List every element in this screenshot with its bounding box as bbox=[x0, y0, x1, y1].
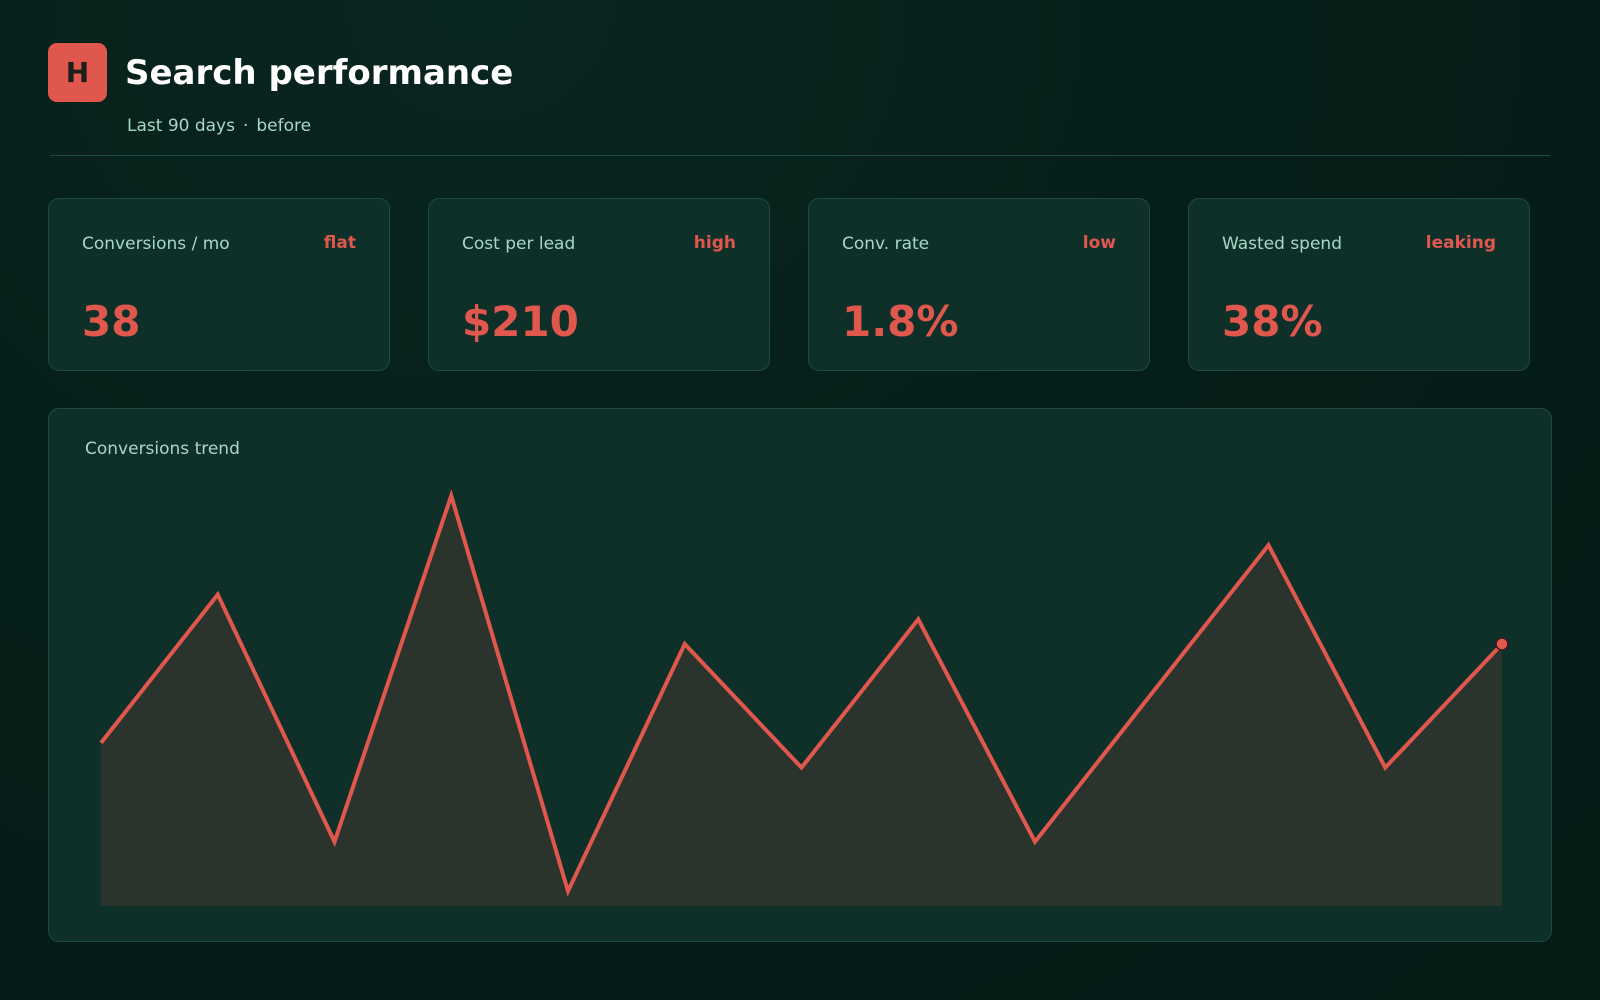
kpi-status-badge: low bbox=[1082, 233, 1116, 253]
page-subtitle: Last 90 days · before bbox=[127, 115, 311, 137]
kpi-card-conv-rate: Conv. rate low 1.8% bbox=[808, 198, 1150, 371]
kpi-status-badge: leaking bbox=[1425, 233, 1496, 253]
kpi-status-badge: flat bbox=[323, 233, 356, 253]
kpi-label: Conv. rate bbox=[842, 234, 930, 254]
kpi-card-cost-per-lead: Cost per lead high $210 bbox=[428, 198, 770, 371]
kpi-value: 38% bbox=[1222, 297, 1323, 346]
kpi-value: 1.8% bbox=[842, 297, 959, 346]
kpi-value: 38 bbox=[82, 297, 141, 346]
kpi-value: $210 bbox=[462, 297, 579, 346]
kpi-label: Cost per lead bbox=[462, 234, 576, 254]
kpi-label: Wasted spend bbox=[1222, 234, 1342, 254]
chart-title: Conversions trend bbox=[85, 439, 240, 459]
subtitle-state: before bbox=[256, 116, 312, 136]
trend-endpoint-marker bbox=[1495, 637, 1509, 651]
kpi-card-wasted-spend: Wasted spend leaking 38% bbox=[1188, 198, 1530, 371]
subtitle-separator: · bbox=[242, 116, 249, 136]
kpi-label: Conversions / mo bbox=[82, 234, 230, 254]
header-divider bbox=[50, 155, 1550, 156]
trend-area-fill bbox=[101, 495, 1502, 906]
kpi-status-badge: high bbox=[693, 233, 736, 253]
kpi-card-conversions: Conversions / mo flat 38 bbox=[48, 198, 390, 371]
conversions-trend-panel: Conversions trend bbox=[48, 408, 1552, 942]
page-title: Search performance bbox=[125, 53, 514, 93]
conversions-trend-chart bbox=[99, 489, 1509, 906]
trend-line bbox=[99, 489, 1504, 897]
subtitle-range: Last 90 days bbox=[127, 116, 235, 136]
logo-letter: H bbox=[65, 56, 90, 89]
app-logo: H bbox=[48, 43, 107, 102]
